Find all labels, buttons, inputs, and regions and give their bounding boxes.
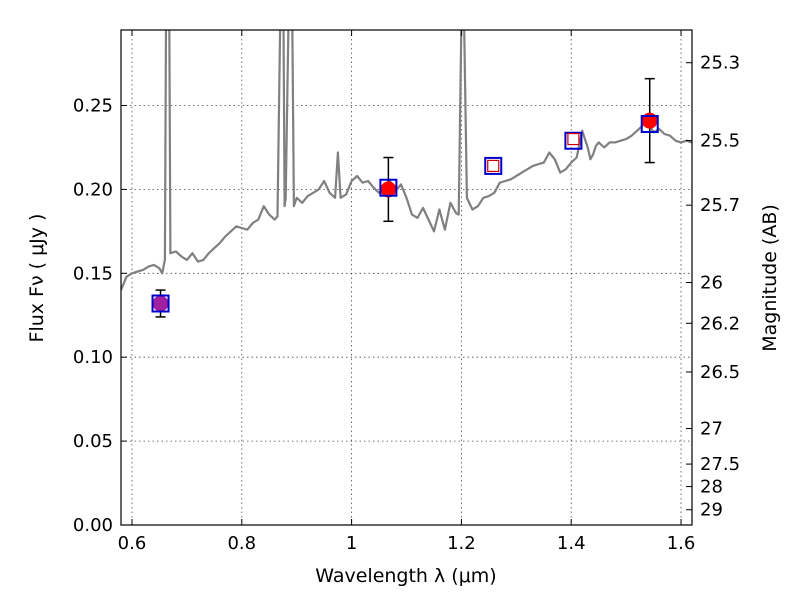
grid-layer [121, 30, 692, 526]
model-inner-square [487, 159, 500, 173]
model-square [640, 114, 659, 133]
y2-tick-label: 27.5 [700, 454, 740, 475]
y-tick-label: 0.15 [73, 263, 113, 284]
x-tick-label: 1.2 [447, 533, 476, 554]
y2-tick-label: 25.7 [700, 195, 740, 216]
y2-tick-label: 26.5 [700, 362, 740, 383]
y-tick-label: 0.10 [73, 347, 113, 368]
y2-tick-label: 26.2 [700, 313, 740, 334]
x-tick-label: 0.8 [227, 533, 256, 554]
x-tick-label: 1.6 [667, 533, 696, 554]
y-axis-label: Flux Fν ( μJy ) [26, 214, 48, 343]
observed-point [380, 181, 397, 198]
y-tick-label: 0.05 [73, 431, 113, 452]
y2-axis-label: Magnitude (AB) [759, 204, 781, 352]
x-tick-label: 1.4 [557, 533, 586, 554]
model-square [484, 156, 503, 175]
x-tick-label: 1 [346, 533, 357, 554]
y2-tick-label: 26 [700, 273, 723, 294]
axes-layer: 0.6 0.8 1 1.2 1.4 1.6 0.00 0.05 0.10 0.15 0.20 0.25… [73, 30, 740, 554]
y-tick-label: 0.00 [73, 515, 113, 536]
y-tick-label: 0.25 [73, 96, 113, 117]
y-tick-label: 0.20 [73, 179, 113, 200]
y2-tick-label: 27 [700, 419, 723, 440]
y2-tick-label: 25.3 [700, 53, 740, 74]
x-axis-label: Wavelength λ (μm) [315, 565, 496, 587]
y2-tick-label: 28 [700, 477, 723, 498]
y2-tick-label: 29 [700, 500, 723, 521]
spectrum-line [121, 30, 692, 291]
observed-point [152, 295, 169, 312]
model-square [379, 178, 398, 197]
x-tick-label: 0.6 [118, 533, 147, 554]
series-layer [121, 30, 692, 318]
model-square [564, 131, 583, 150]
model-square [151, 294, 170, 313]
y2-tick-label: 25.5 [700, 131, 740, 152]
plot-frame [120, 29, 693, 526]
model-inner-square [567, 132, 580, 146]
